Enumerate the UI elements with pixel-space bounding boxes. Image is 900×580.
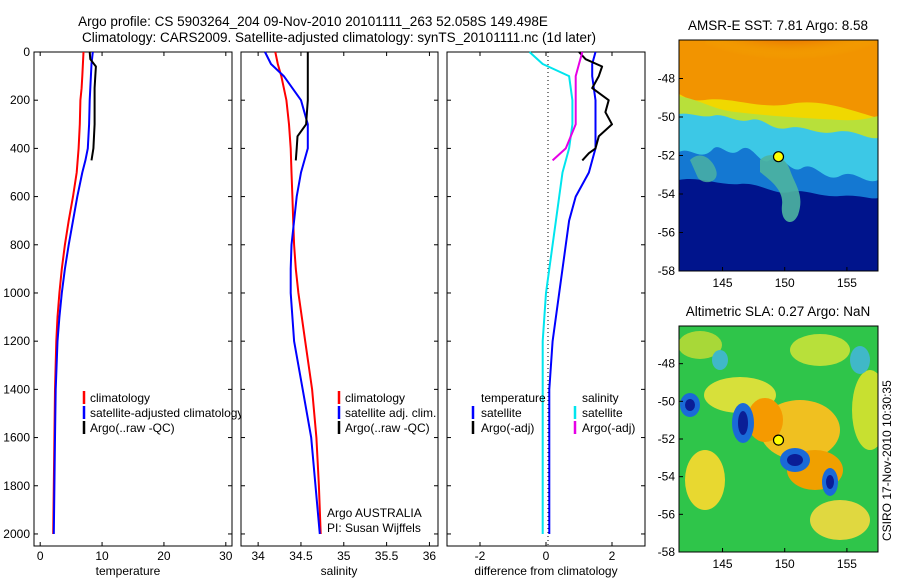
y-tick-label: 200	[10, 93, 30, 107]
y-tick-label: 1000	[3, 286, 30, 300]
x-tick-label: 36	[423, 549, 437, 563]
series-line-blue-satellite	[548, 51, 597, 534]
legend-label-climatology: climatology	[90, 391, 150, 405]
x-tick-label: 0	[37, 549, 44, 563]
legend-label-satellite-adjusted: satellite-adjusted climatology	[90, 406, 243, 420]
map-y-tick-label: -56	[658, 507, 676, 521]
map-x-tick-label: 150	[775, 557, 795, 571]
x-tick-label: 0	[543, 549, 550, 563]
salinity-legend: climatology satellite adj. clim. Argo(..…	[337, 391, 436, 435]
sst-field	[679, 40, 878, 271]
temperature-axes	[33, 51, 233, 547]
x-tick-label: 34.5	[289, 549, 313, 563]
map-y-tick-label: -48	[658, 357, 676, 371]
y-tick-label: 400	[10, 141, 30, 155]
salinity-xlabel: salinity	[321, 564, 358, 578]
legend-header-salinity: salinity	[582, 391, 619, 405]
map-x-tick-label: 145	[713, 557, 733, 571]
y-tick-label: 1800	[3, 479, 30, 493]
x-tick-label: 34	[251, 549, 265, 563]
x-tick-label: -2	[475, 549, 486, 563]
y-tick-label: 600	[10, 190, 30, 204]
legend-label-temp-satellite: satellite	[481, 406, 522, 420]
y-tick-label: 1600	[3, 431, 30, 445]
header-line2: Climatology: CARS2009. Satellite-adjuste…	[82, 30, 596, 45]
legend-label-sal-satellite: satellite	[582, 406, 623, 420]
temperature-panel: 0 10 20 30 0 200 400 600 800 1000 1200 1400 1600 1800…	[3, 45, 243, 578]
legend-label-temp-argo: Argo(-adj)	[481, 421, 534, 435]
x-tick-label: 20	[157, 549, 171, 563]
y-tick-label: 1200	[3, 334, 30, 348]
series-line-black-argo-raw-qc-	[88, 51, 97, 161]
x-tick-label: 10	[95, 549, 109, 563]
annotation-line2: PI: Susan Wijffels	[327, 521, 421, 535]
sst-map-title: AMSR-E SST: 7.81 Argo: 8.58	[688, 18, 868, 33]
series-line-blue-satellite-adj-clim-	[264, 51, 321, 535]
annotation-line1: Argo AUSTRALIA	[327, 506, 422, 520]
map-x-tick-label: 155	[837, 276, 857, 290]
csiro-stamp: CSIRO 17-Nov-2010 10:30:35	[880, 380, 894, 541]
legend-label-sal-argo: Argo(-adj)	[582, 421, 635, 435]
difference-xlabel: difference from climatology	[474, 564, 617, 578]
difference-panel: -2 0 2 difference from climatology tempera…	[446, 51, 646, 578]
temperature-legend: climatology satellite-adjusted climatolo…	[82, 391, 243, 435]
y-tick-label: 800	[10, 238, 30, 252]
temperature-xlabel: temperature	[96, 564, 161, 578]
map-y-tick-label: -50	[658, 394, 676, 408]
legend-header-temperature: temperature	[481, 391, 546, 405]
argo-position-marker	[772, 151, 785, 163]
sla-map-title: Altimetric SLA: 0.27 Argo: NaN	[686, 304, 871, 319]
y-tick-label: 2000	[3, 527, 30, 541]
map-y-tick-label: -52	[658, 149, 676, 163]
map-y-tick-label: -58	[658, 264, 676, 278]
x-tick-label: 35.5	[375, 549, 399, 563]
difference-legend: temperature satellite Argo(-adj) salinit…	[471, 391, 635, 435]
legend-label-climatology: climatology	[345, 391, 405, 405]
map-y-tick-label: -56	[658, 226, 676, 240]
map-x-tick-label: 145	[713, 276, 733, 290]
map-x-tick-label: 150	[775, 276, 795, 290]
map-y-tick-label: -48	[658, 72, 676, 86]
sst-map: AMSR-E SST: 7.81 Argo: 8.58 145 150 155 -48…	[658, 18, 879, 290]
header-line1: Argo profile: CS 5903264_204 09-Nov-2010…	[78, 14, 548, 29]
argo-position-marker	[772, 434, 785, 446]
series-line-blue-satellite-adjusted-climatology	[52, 51, 94, 535]
map-x-tick-label: 155	[837, 557, 857, 571]
map-y-tick-label: -52	[658, 432, 676, 446]
series-line-magenta-argo-adj-	[551, 51, 584, 162]
legend-label-argo: Argo(..raw -QC)	[90, 421, 175, 435]
legend-label-satellite-adj: satellite adj. clim.	[345, 406, 436, 420]
x-tick-label: 30	[219, 549, 233, 563]
map-y-tick-label: -50	[658, 110, 676, 124]
map-y-tick-label: -58	[658, 545, 676, 559]
salinity-panel: 34 34.5 35 35.5 36 salinity climatology sate…	[240, 51, 439, 578]
series-line-cyan-satellite	[528, 51, 574, 534]
map-y-tick-label: -54	[658, 470, 676, 484]
salinity-axes	[240, 51, 439, 547]
x-tick-label: 2	[609, 549, 616, 563]
y-tick-label: 0	[23, 45, 30, 59]
legend-label-argo: Argo(..raw -QC)	[345, 421, 430, 435]
y-tick-label: 1400	[3, 382, 30, 396]
sla-map: Altimetric SLA: 0.27 Argo: NaN	[658, 304, 879, 571]
series-line-black-argo-adj-	[578, 51, 613, 162]
map-y-tick-label: -54	[658, 187, 676, 201]
x-tick-label: 35	[337, 549, 351, 563]
series-line-black-argo-raw-qc-	[294, 52, 309, 161]
